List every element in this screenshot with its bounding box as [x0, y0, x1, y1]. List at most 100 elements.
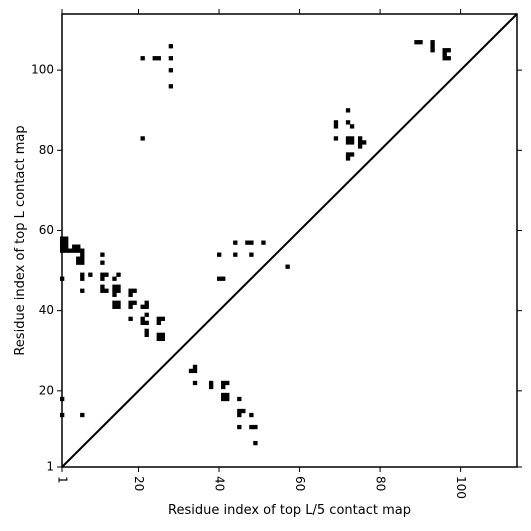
contact-point: [116, 288, 121, 293]
contact-point: [76, 244, 81, 249]
contact-point: [116, 304, 121, 309]
contact-point: [76, 256, 81, 261]
contact-point: [253, 440, 258, 446]
contact-point: [168, 56, 174, 61]
contact-point: [132, 288, 137, 293]
contact-point: [104, 272, 109, 277]
contact-point: [249, 424, 254, 430]
contact-point: [72, 248, 77, 253]
x-tick-label: 80: [374, 476, 388, 491]
contact-point: [80, 412, 85, 418]
contact-point: [140, 304, 145, 309]
contact-point: [225, 392, 230, 398]
contact-point: [156, 320, 161, 325]
contact-point: [233, 252, 238, 257]
contact-point: [345, 156, 351, 161]
y-tick-label: 1: [46, 460, 54, 474]
x-tick-label: 20: [132, 476, 146, 491]
y-tick-label: 40: [39, 303, 54, 317]
x-axis-title: Residue index of top L/5 contact map: [168, 503, 411, 518]
y-tick-label: 20: [39, 383, 54, 397]
contact-point: [140, 316, 145, 321]
contact-point: [112, 288, 117, 293]
contact-point: [446, 56, 451, 61]
contact-point: [237, 424, 242, 430]
contact-point: [80, 272, 85, 277]
y-tick-label: 60: [39, 223, 54, 237]
contact-point: [345, 120, 351, 125]
contact-point: [237, 396, 242, 402]
contact-point: [333, 124, 339, 129]
contact-point: [237, 408, 242, 414]
diagonal-line: [61, 13, 518, 468]
contact-point: [225, 396, 230, 402]
contact-point: [221, 392, 226, 398]
contact-point: [442, 56, 447, 61]
contact-point: [64, 236, 69, 241]
contact-point: [357, 140, 363, 145]
contact-point: [349, 136, 355, 141]
contact-point: [233, 240, 238, 245]
contact-point: [76, 260, 81, 265]
contact-point: [76, 248, 81, 253]
contact-point: [80, 256, 85, 261]
contact-point: [430, 40, 435, 45]
contact-point: [192, 380, 198, 386]
contact-point: [188, 368, 194, 374]
contact-point: [208, 384, 214, 390]
contact-point: [221, 396, 226, 402]
contact-point: [128, 300, 133, 305]
contact-point: [217, 276, 222, 281]
contact-point: [112, 304, 117, 309]
contact-point: [156, 316, 161, 321]
contact-point: [192, 368, 198, 374]
contact-point: [225, 380, 230, 386]
contact-point: [349, 124, 355, 129]
contact-point: [253, 424, 258, 430]
contact-point: [72, 244, 77, 249]
contact-point: [144, 332, 149, 338]
contact-point: [345, 136, 351, 141]
contact-point: [168, 84, 174, 89]
contact-point: [128, 316, 133, 321]
contact-point: [100, 288, 105, 293]
contact-point: [285, 264, 290, 269]
contact-point: [349, 140, 355, 145]
contact-point: [88, 272, 93, 277]
contact-point: [140, 56, 145, 61]
contact-point: [345, 140, 351, 145]
contact-point: [116, 300, 121, 305]
contact-point: [100, 252, 105, 257]
contact-point: [261, 240, 266, 245]
contact-point: [345, 108, 351, 113]
y-axis-title: Residue index of top L contact map: [13, 125, 28, 355]
contact-point: [64, 240, 69, 245]
contact-point: [208, 380, 214, 386]
contact-point: [249, 240, 254, 245]
contact-point: [80, 276, 85, 281]
contact-point: [68, 248, 73, 253]
contact-point: [116, 284, 121, 289]
contact-point: [156, 56, 161, 61]
contact-point: [333, 120, 339, 125]
contact-point: [349, 152, 355, 157]
contact-point: [100, 260, 105, 265]
x-tick-label: 40: [213, 476, 227, 491]
points-layer: [59, 40, 451, 446]
contact-point: [144, 300, 149, 305]
contact-point: [333, 136, 339, 141]
contact-point: [112, 300, 117, 305]
contact-point: [160, 316, 165, 321]
contact-point: [132, 300, 137, 305]
x-tick-label: 100: [454, 476, 468, 499]
contact-point: [217, 252, 222, 257]
contact-point: [442, 52, 447, 57]
contact-point: [80, 248, 85, 253]
contact-point: [128, 288, 133, 293]
contact-point: [144, 304, 149, 309]
contact-point: [64, 248, 69, 253]
contact-point: [112, 284, 117, 289]
contact-point: [237, 412, 242, 418]
contact-point: [128, 304, 133, 309]
